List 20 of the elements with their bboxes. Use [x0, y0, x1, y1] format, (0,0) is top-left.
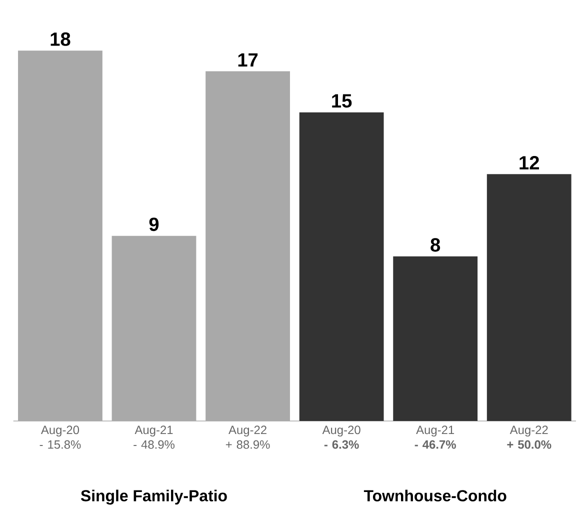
bar	[18, 50, 102, 421]
x-tick-label: Aug-20 - 6.3%	[322, 426, 360, 449]
x-tick-label: Aug-21 - 46.7%	[414, 426, 456, 449]
bar	[299, 112, 384, 421]
x-tick-label: Aug-22 + 88.9%	[226, 426, 270, 449]
x-tick-label: Aug-22 + 50.0%	[507, 426, 552, 449]
text: Townhouse-Condo	[364, 490, 506, 502]
data-label: 8	[430, 238, 440, 252]
bar	[393, 256, 478, 421]
data-label: 18	[50, 32, 70, 46]
data-label: 9	[149, 218, 159, 232]
data-label: 12	[520, 156, 539, 170]
bar	[112, 236, 196, 421]
data-label: 15	[332, 94, 352, 108]
x-tick-label: Aug-21 - 48.9%	[134, 426, 175, 449]
bar	[206, 71, 290, 421]
bar	[486, 174, 572, 421]
x-tick-label: Aug-20 - 15.8%	[40, 426, 81, 449]
text: Single Family-Patio	[80, 490, 227, 505]
data-label: 17	[238, 53, 258, 67]
